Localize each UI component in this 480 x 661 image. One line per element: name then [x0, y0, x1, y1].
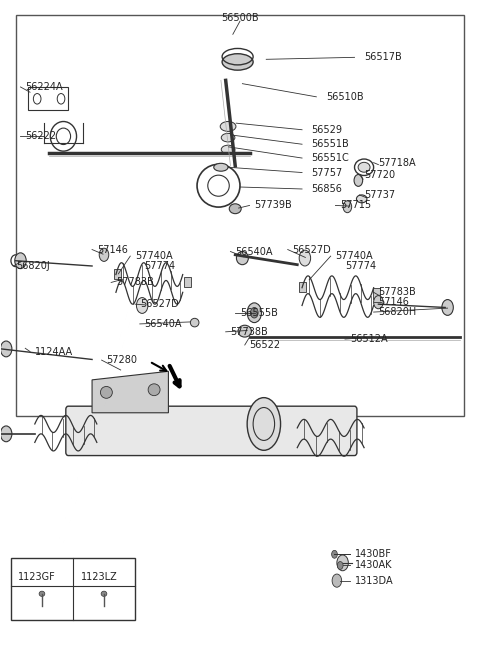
Text: 56517B: 56517B — [364, 52, 402, 62]
Text: 1430BF: 1430BF — [355, 549, 391, 559]
Ellipse shape — [39, 591, 45, 596]
Text: 56820H: 56820H — [378, 307, 417, 317]
Text: 56222: 56222 — [25, 132, 56, 141]
Bar — [372, 288, 380, 299]
Circle shape — [337, 555, 348, 570]
Circle shape — [247, 303, 262, 323]
Text: 57715: 57715 — [340, 200, 372, 210]
Circle shape — [343, 201, 352, 213]
Ellipse shape — [229, 204, 241, 214]
Text: 56500B: 56500B — [221, 13, 259, 23]
Text: 57740A: 57740A — [135, 251, 173, 261]
Text: 1430AK: 1430AK — [355, 561, 392, 570]
Ellipse shape — [100, 387, 112, 399]
Text: 56555B: 56555B — [240, 308, 278, 318]
Text: 56522: 56522 — [250, 340, 281, 350]
Text: 56551B: 56551B — [312, 139, 349, 149]
Circle shape — [0, 341, 12, 357]
Polygon shape — [92, 371, 168, 412]
Ellipse shape — [354, 175, 363, 186]
Text: 56551C: 56551C — [312, 153, 349, 163]
Text: 57738B: 57738B — [230, 327, 268, 337]
Text: 57718A: 57718A — [378, 158, 416, 168]
Text: 57146: 57146 — [378, 297, 409, 307]
Text: 57774: 57774 — [345, 261, 376, 271]
Circle shape — [299, 251, 311, 266]
Bar — [16, 15, 464, 416]
Circle shape — [442, 299, 453, 315]
Bar — [11, 558, 135, 620]
Text: 57737: 57737 — [364, 190, 395, 200]
Text: 56540A: 56540A — [144, 319, 182, 329]
Text: 1313DA: 1313DA — [355, 576, 393, 586]
Circle shape — [99, 249, 109, 261]
Circle shape — [373, 295, 383, 309]
Circle shape — [337, 562, 343, 569]
Text: 56820J: 56820J — [16, 261, 49, 271]
Text: 56527D: 56527D — [292, 245, 331, 254]
Text: 56527D: 56527D — [140, 299, 179, 309]
Circle shape — [0, 426, 12, 442]
Ellipse shape — [148, 384, 160, 396]
Bar — [114, 268, 120, 279]
Bar — [184, 276, 191, 287]
Text: 57740A: 57740A — [336, 251, 373, 261]
Ellipse shape — [238, 325, 252, 337]
Text: 57146: 57146 — [97, 245, 128, 254]
Text: 56510B: 56510B — [326, 92, 363, 102]
Ellipse shape — [247, 398, 281, 450]
Text: 56540A: 56540A — [235, 247, 273, 256]
Ellipse shape — [221, 145, 235, 154]
Text: 57774: 57774 — [144, 261, 176, 271]
Ellipse shape — [221, 134, 235, 142]
Circle shape — [332, 574, 342, 587]
Text: 56856: 56856 — [312, 184, 342, 194]
Circle shape — [251, 307, 258, 318]
Ellipse shape — [358, 163, 370, 173]
Bar — [299, 282, 306, 292]
FancyBboxPatch shape — [66, 407, 357, 455]
Circle shape — [15, 253, 26, 268]
Text: 57720: 57720 — [364, 169, 395, 180]
Ellipse shape — [237, 252, 248, 264]
Text: 1123GF: 1123GF — [18, 572, 56, 582]
Ellipse shape — [191, 319, 199, 327]
Text: 57280: 57280 — [107, 355, 137, 365]
Ellipse shape — [101, 591, 107, 596]
Text: 56512A: 56512A — [350, 334, 387, 344]
Text: 56529: 56529 — [312, 125, 343, 135]
Text: 56224A: 56224A — [25, 82, 63, 92]
Ellipse shape — [357, 195, 367, 203]
Ellipse shape — [220, 122, 236, 132]
Circle shape — [136, 297, 148, 313]
Ellipse shape — [214, 163, 228, 171]
Text: 57757: 57757 — [312, 167, 343, 178]
Ellipse shape — [222, 54, 253, 70]
Text: 57783B: 57783B — [116, 278, 154, 288]
Text: 57783B: 57783B — [378, 288, 416, 297]
Text: 57739B: 57739B — [254, 200, 292, 210]
Circle shape — [332, 551, 337, 559]
Text: 1124AA: 1124AA — [35, 346, 73, 356]
Text: 1123LZ: 1123LZ — [81, 572, 118, 582]
